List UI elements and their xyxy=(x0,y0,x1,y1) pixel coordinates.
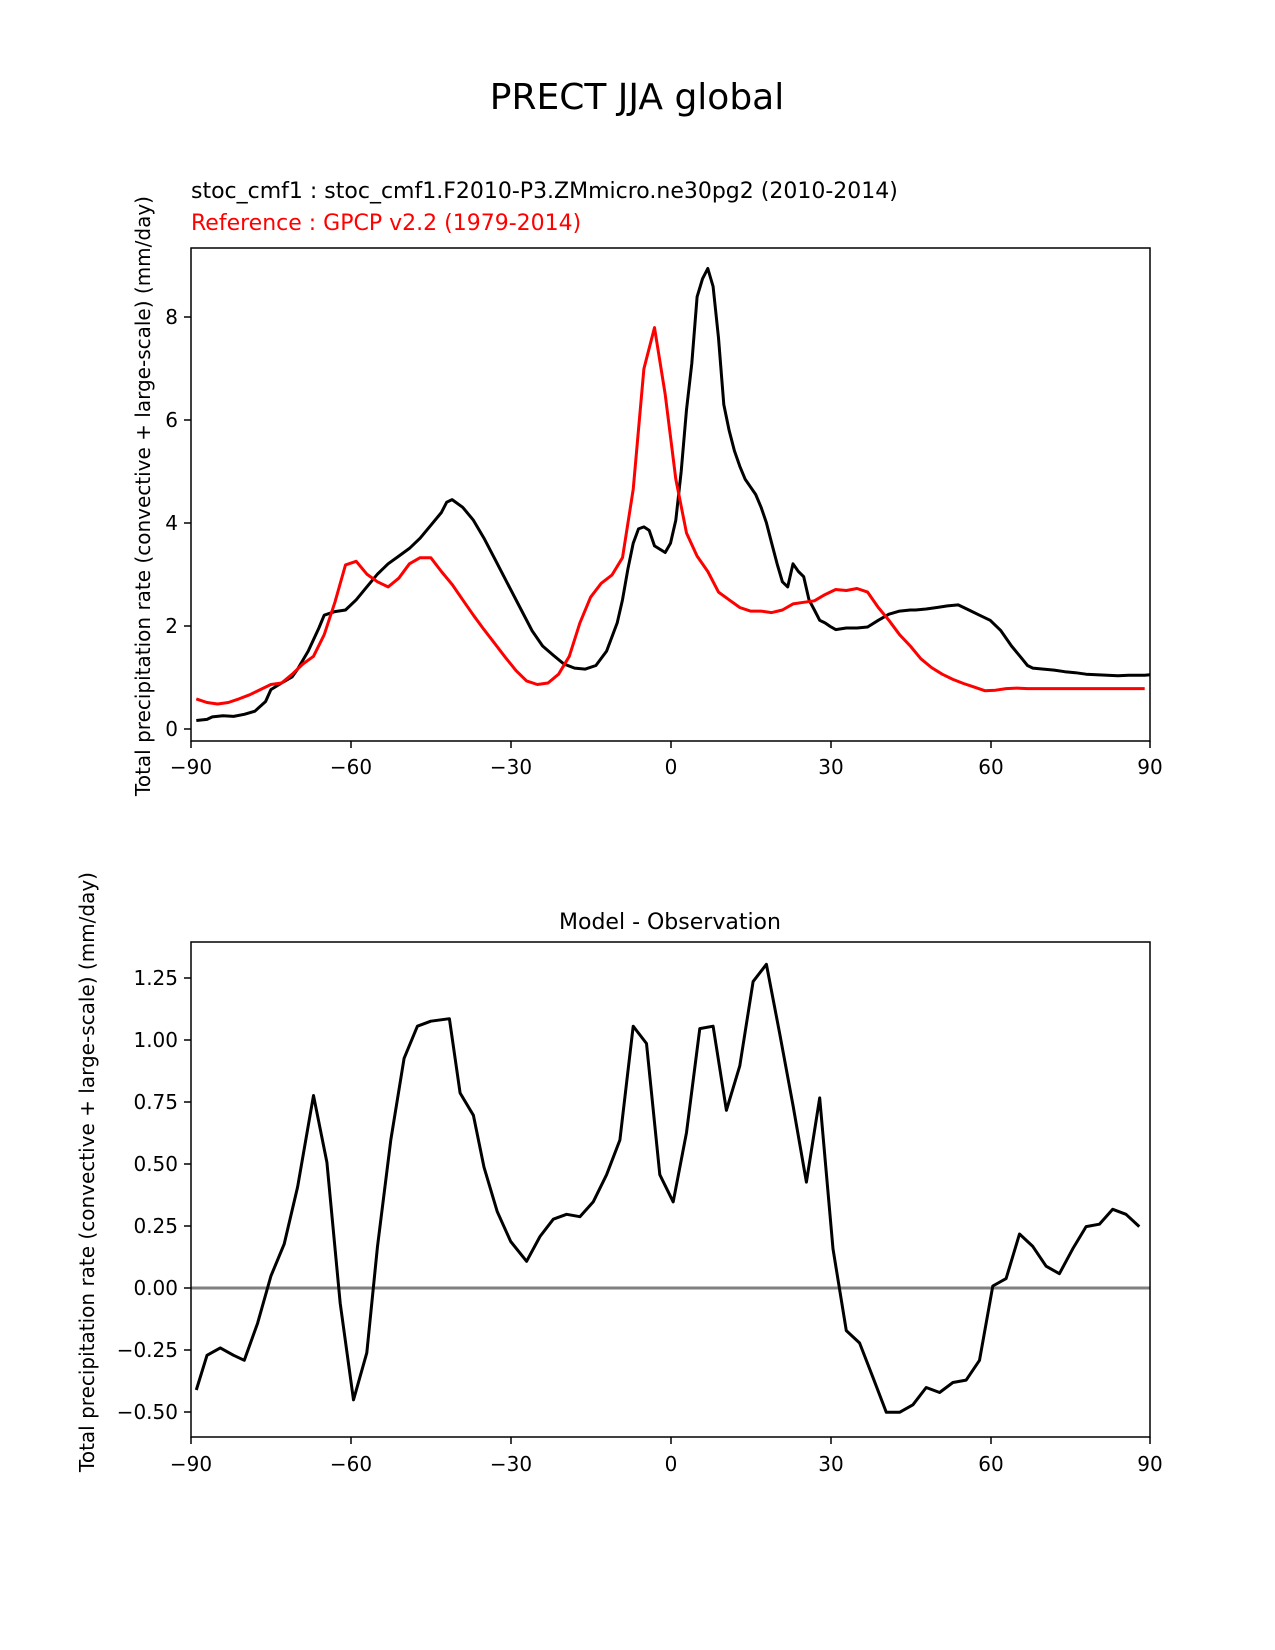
bottom-y-tick-label: 0.00 xyxy=(133,1276,178,1300)
bottom-y-tick-label: −0.25 xyxy=(117,1338,178,1362)
bottom-y-ticks: −0.50 −0.25 0.00 0.25 0.50 0.75 1.00 1.2… xyxy=(117,966,191,1424)
bottom-y-tick-7: 1.25 xyxy=(133,966,191,990)
bottom-y-tick-0: −0.50 xyxy=(117,1400,191,1424)
bottom-y-axis-label: Total precipitation rate (convective + l… xyxy=(75,872,99,1473)
bottom-y-tick-3: 0.25 xyxy=(133,1214,191,1238)
bottom-y-tick-6: 1.00 xyxy=(133,1028,191,1052)
bottom-series-difference-line xyxy=(194,962,1141,1414)
bottom-x-tick-6: 90 xyxy=(1137,1437,1163,1476)
bottom-x-tick-1: −60 xyxy=(330,1437,372,1476)
bottom-x-tick-5: 60 xyxy=(978,1437,1004,1476)
bottom-y-tick-label: 0.25 xyxy=(133,1214,178,1238)
top-y-tick-4: 8 xyxy=(165,305,191,329)
top-x-tick-6: 90 xyxy=(1137,741,1163,779)
bottom-x-ticks: −90 −60 −30 0 30 60 90 xyxy=(170,1437,1163,1476)
top-x-tick-label: −60 xyxy=(330,755,372,779)
bottom-panel: Model - Observation Total precipitation … xyxy=(75,872,1163,1476)
top-x-tick-label: 90 xyxy=(1137,755,1162,779)
bottom-x-tick-0: −90 xyxy=(170,1437,212,1476)
bottom-y-tick-label: 1.25 xyxy=(133,966,178,990)
top-x-ticks: −90 −60 −30 0 30 60 90 xyxy=(170,741,1163,779)
bottom-plot-title: Model - Observation xyxy=(559,910,781,935)
top-plot-lines xyxy=(195,267,1151,722)
top-x-tick-label: 0 xyxy=(665,755,678,779)
top-y-tick-1: 2 xyxy=(165,614,191,638)
bottom-x-tick-3: 0 xyxy=(665,1437,678,1476)
top-x-tick-label: −30 xyxy=(490,755,532,779)
top-x-tick-0: −90 xyxy=(170,741,212,779)
bottom-x-tick-2: −30 xyxy=(490,1437,532,1476)
top-x-tick-label: 60 xyxy=(978,755,1003,779)
bottom-x-tick-label: 30 xyxy=(818,1452,843,1476)
top-y-ticks: 0 2 4 6 8 xyxy=(165,305,191,741)
bottom-x-tick-4: 30 xyxy=(818,1437,844,1476)
bottom-y-tick-5: 0.75 xyxy=(133,1090,191,1114)
figure-title: PRECT JJA global xyxy=(490,77,785,118)
top-x-tick-1: −60 xyxy=(330,741,372,779)
top-y-tick-3: 6 xyxy=(165,408,191,432)
top-test-title: stoc_cmf1 : stoc_cmf1.F2010-P3.ZMmicro.n… xyxy=(191,179,898,204)
top-x-tick-label: 30 xyxy=(818,755,843,779)
top-x-tick-4: 30 xyxy=(818,741,844,779)
bottom-x-tick-label: −30 xyxy=(490,1452,532,1476)
top-ref-title: Reference : GPCP v2.2 (1979-2014) xyxy=(191,211,581,236)
top-plot-frame xyxy=(190,247,1151,742)
bottom-x-tick-label: 60 xyxy=(978,1452,1003,1476)
bottom-y-tick-label: 0.75 xyxy=(133,1090,178,1114)
top-panel: stoc_cmf1 : stoc_cmf1.F2010-P3.ZMmicro.n… xyxy=(131,179,1163,797)
top-y-tick-0: 0 xyxy=(165,717,191,741)
bottom-y-tick-label: −0.50 xyxy=(117,1400,178,1424)
top-series-reference-line xyxy=(195,326,1145,706)
bottom-x-tick-label: 90 xyxy=(1137,1452,1162,1476)
top-x-tick-3: 0 xyxy=(665,741,678,779)
bottom-y-tick-label: 1.00 xyxy=(133,1028,178,1052)
bottom-y-tick-2: 0.00 xyxy=(133,1276,191,1300)
bottom-y-tick-label: 0.50 xyxy=(133,1152,178,1176)
bottom-plot-lines xyxy=(194,962,1141,1414)
top-x-tick-2: −30 xyxy=(490,741,532,779)
bottom-x-tick-label: −90 xyxy=(170,1452,212,1476)
bottom-y-tick-1: −0.25 xyxy=(117,1338,191,1362)
top-y-tick-2: 4 xyxy=(165,511,191,535)
top-series-model-line xyxy=(196,267,1151,722)
top-y-tick-label: 0 xyxy=(165,717,178,741)
bottom-plot-frame xyxy=(190,941,1151,1438)
bottom-x-tick-label: −60 xyxy=(330,1452,372,1476)
top-x-tick-label: −90 xyxy=(170,755,212,779)
top-y-tick-label: 6 xyxy=(165,408,178,432)
top-y-axis-label: Total precipitation rate (convective + l… xyxy=(131,196,155,797)
top-x-tick-5: 60 xyxy=(978,741,1004,779)
bottom-y-tick-4: 0.50 xyxy=(133,1152,191,1176)
top-y-tick-label: 4 xyxy=(165,511,178,535)
bottom-x-tick-label: 0 xyxy=(665,1452,678,1476)
top-y-tick-label: 2 xyxy=(165,614,178,638)
top-y-tick-label: 8 xyxy=(165,305,178,329)
